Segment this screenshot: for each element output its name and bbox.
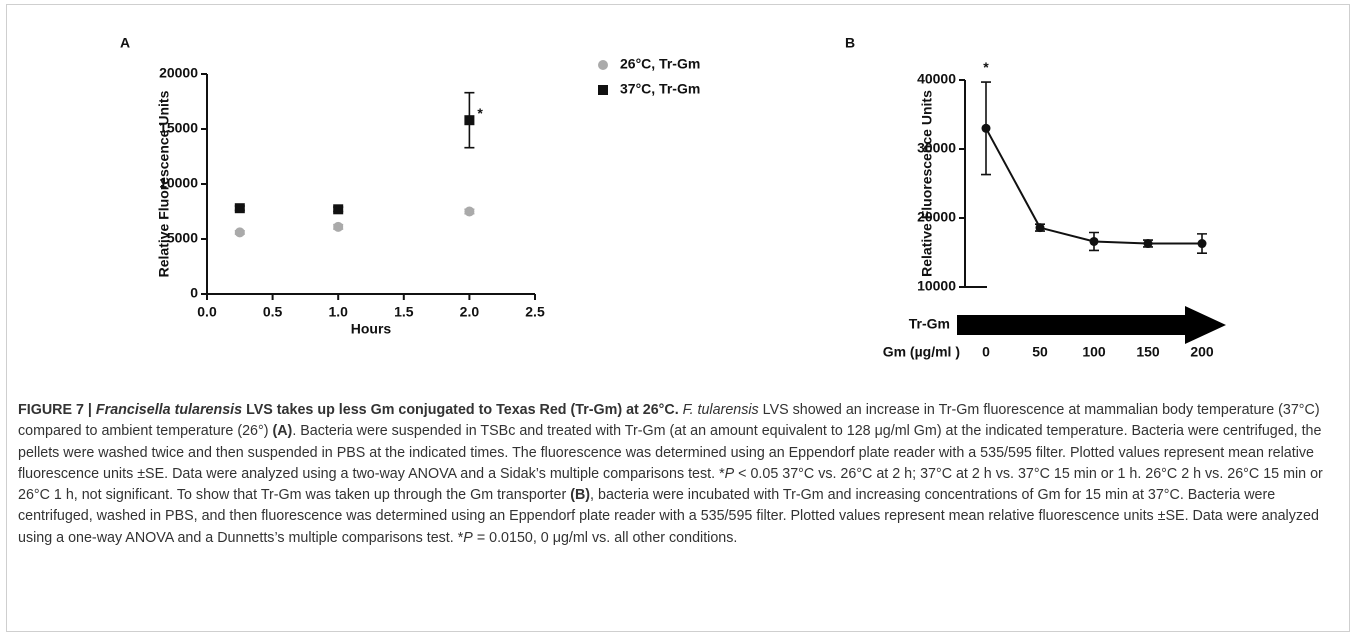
marker (981, 123, 991, 133)
treatment-arrow (957, 306, 1226, 344)
x-tick-label: 200 (1190, 344, 1214, 360)
legend-marker (598, 85, 608, 95)
x-tick-label: 1.0 (328, 304, 348, 320)
y-tick-label: 10000 (917, 278, 956, 294)
marker (234, 227, 245, 238)
panel-label: A (120, 35, 130, 51)
y-axis-label: Relative Fluorescence Units (919, 90, 935, 277)
y-tick-label: 0 (190, 285, 198, 301)
x-tick-label: 2.5 (525, 304, 545, 320)
x-tick-label: 50 (1032, 344, 1048, 360)
annotation: * (983, 59, 989, 75)
legend-label: 26°C, Tr-Gm (620, 56, 700, 72)
marker (1143, 239, 1153, 249)
caption: FIGURE 7 | Francisella tularensis LVS ta… (18, 400, 1343, 549)
y-tick-label: 30000 (917, 140, 956, 156)
x-tick-label: 0 (982, 344, 990, 360)
caption-p: P (463, 529, 473, 546)
y-axis-label: Relative Fluorescence Units (156, 90, 172, 277)
caption-title: LVS takes up less Gm conjugated to Texas… (242, 402, 679, 418)
y-tick-label: 5000 (167, 230, 198, 246)
caption-text: = 0.0150, 0 μg/ml vs. all other conditio… (472, 529, 738, 546)
x-tick-label: 150 (1136, 344, 1160, 360)
y-tick-label: 15000 (159, 120, 198, 136)
annotation: * (477, 105, 483, 121)
x-tick-label: 0.0 (197, 304, 217, 320)
legend-label: 37°C, Tr-Gm (620, 81, 700, 97)
figure-frame (6, 4, 1350, 632)
marker (333, 204, 344, 215)
marker (464, 206, 475, 217)
marker (234, 203, 245, 214)
caption-text: < 0.05 37°C vs. 26°C at 2 h; 37°C at 2 h… (18, 465, 1323, 504)
caption-panel-ref: (B) (570, 487, 591, 504)
x-tick-label: 0.5 (263, 304, 283, 320)
y-tick-label: 40000 (917, 71, 956, 87)
treatment-label: Tr-Gm (909, 316, 950, 332)
caption-panel-ref: (A) (272, 423, 293, 440)
x-tick-label: 100 (1082, 344, 1106, 360)
y-tick-label: 10000 (159, 175, 198, 191)
marker (1035, 223, 1045, 233)
y-tick-label: 20000 (917, 209, 956, 225)
marker (464, 115, 475, 126)
caption-p: P (724, 465, 735, 482)
series-line (985, 127, 1202, 245)
x-tick-label: 2.0 (460, 304, 480, 320)
legend-marker (598, 60, 608, 70)
panel-label: B (845, 35, 855, 51)
caption-text: LVS showed an increase in Tr-Gm fluoresc… (18, 402, 1320, 440)
x-axis-label: Hours (351, 321, 392, 337)
x-tick-label: 1.5 (394, 304, 414, 320)
marker (1089, 236, 1099, 246)
caption-species: F. tularensis (678, 402, 759, 418)
y-tick-label: 20000 (159, 65, 198, 81)
caption-label: FIGURE 7 | (18, 402, 96, 418)
caption-text: , bacteria were incubated with Tr-Gm and… (18, 487, 1319, 546)
marker (333, 221, 344, 232)
caption-title-species: Francisella tularensis (95, 402, 243, 418)
marker (1197, 239, 1207, 249)
x-axis-label: Gm (µg/ml ) (883, 344, 960, 360)
caption-text: . Bacteria were suspended in TSBc and tr… (18, 423, 1322, 482)
